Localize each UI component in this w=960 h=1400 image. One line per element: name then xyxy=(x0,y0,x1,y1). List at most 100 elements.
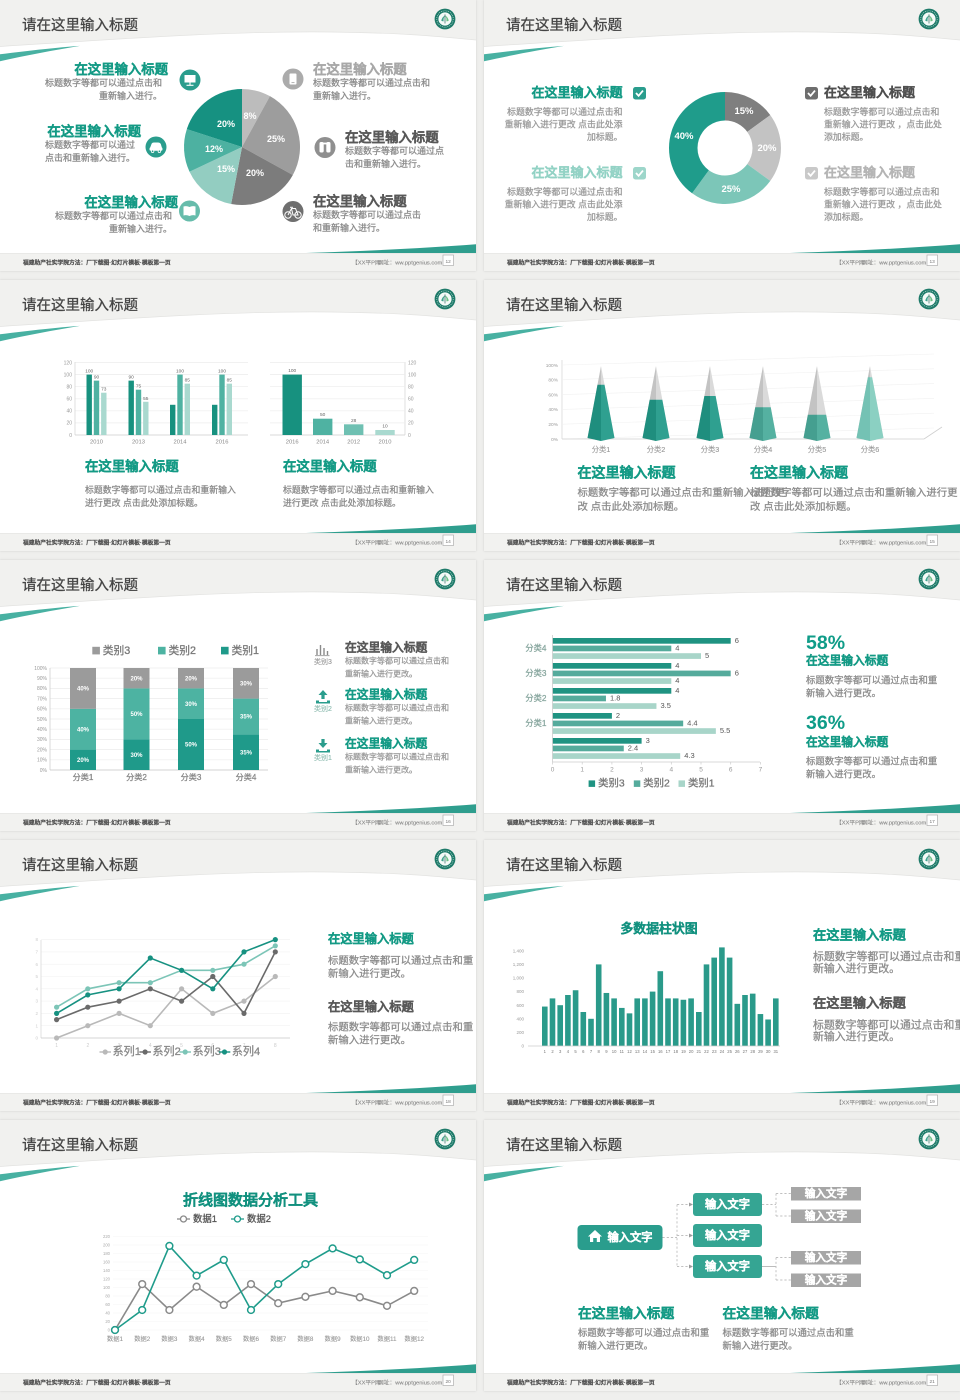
svg-text:新输入进行更改。: 新输入进行更改。 xyxy=(723,1340,798,1351)
svg-text:网址：ww.pptgenius.com: 网址：ww.pptgenius.com xyxy=(862,1379,926,1387)
svg-text:27: 27 xyxy=(743,1049,748,1054)
svg-text:在这里输入标题: 在这里输入标题 xyxy=(531,165,623,180)
svg-text:90: 90 xyxy=(94,375,100,381)
svg-text:标题数字等都可以通过点击和重新输入进行更: 标题数字等都可以通过点击和重新输入进行更 xyxy=(578,486,786,499)
svg-text:35%: 35% xyxy=(240,750,253,756)
svg-text:15%: 15% xyxy=(734,106,754,117)
svg-text:80%: 80% xyxy=(548,378,558,384)
svg-text:4: 4 xyxy=(35,986,38,991)
svg-text:7: 7 xyxy=(35,950,38,955)
svg-text:在这里输入标题: 在这里输入标题 xyxy=(47,123,141,139)
svg-text:0%: 0% xyxy=(551,437,559,443)
svg-text:类别1: 类别1 xyxy=(688,777,715,790)
svg-text:16: 16 xyxy=(446,819,452,825)
svg-text:3: 3 xyxy=(646,736,650,745)
svg-text:在这里输入标题: 在这里输入标题 xyxy=(824,85,916,100)
svg-text:25%: 25% xyxy=(267,134,285,144)
svg-text:标题数字等都可以通过点击和: 标题数字等都可以通过点击和 xyxy=(507,106,622,117)
svg-text:分类3: 分类3 xyxy=(701,445,720,454)
svg-text:分类3: 分类3 xyxy=(525,668,547,678)
svg-text:60%: 60% xyxy=(548,392,558,398)
svg-text:8%: 8% xyxy=(243,111,256,121)
svg-text:22: 22 xyxy=(704,1049,709,1054)
svg-text:输入文字: 输入文字 xyxy=(705,1259,750,1273)
svg-text:【XX平P网: 【XX平P网 xyxy=(836,1380,865,1387)
svg-text:输入文字: 输入文字 xyxy=(805,1209,848,1222)
svg-text:2010: 2010 xyxy=(90,440,103,446)
svg-text:数据8: 数据8 xyxy=(297,1334,313,1343)
svg-text:0: 0 xyxy=(408,433,411,439)
svg-text:5: 5 xyxy=(180,1043,183,1049)
svg-text:4: 4 xyxy=(675,644,679,653)
svg-text:90: 90 xyxy=(129,375,135,381)
svg-text:标题数字等都可以通过点击和重新输入: 标题数字等都可以通过点击和重新输入 xyxy=(85,484,236,495)
svg-text:6: 6 xyxy=(735,669,739,678)
svg-text:100%: 100% xyxy=(34,666,47,672)
svg-text:120: 120 xyxy=(408,360,417,366)
svg-text:在这里输入标题: 在这里输入标题 xyxy=(723,1305,820,1321)
svg-text:40%: 40% xyxy=(77,687,90,693)
svg-text:4: 4 xyxy=(149,1043,152,1049)
svg-text:20%: 20% xyxy=(548,422,558,428)
svg-text:0: 0 xyxy=(108,1328,111,1333)
svg-text:2014: 2014 xyxy=(174,440,188,446)
svg-text:10: 10 xyxy=(612,1049,617,1054)
svg-text:90%: 90% xyxy=(37,676,48,682)
svg-text:4.4: 4.4 xyxy=(687,719,697,728)
svg-text:重新输入进行更改。: 重新输入进行更改。 xyxy=(345,716,417,726)
svg-text:55: 55 xyxy=(143,396,149,402)
svg-text:标题数字等都可以通过点击和: 标题数字等都可以通过点击和 xyxy=(45,77,162,88)
svg-text:50: 50 xyxy=(320,412,326,418)
svg-text:31: 31 xyxy=(773,1049,778,1054)
svg-text:【XX平P网: 【XX平P网 xyxy=(352,260,381,267)
svg-text:20%: 20% xyxy=(77,758,90,764)
svg-text:在这里输入标题: 在这里输入标题 xyxy=(328,931,414,946)
svg-text:25%: 25% xyxy=(721,184,741,195)
svg-text:福建助产社实学院方法：厂下载图·幻灯片模板·模板第一页: 福建助产社实学院方法：厂下载图·幻灯片模板·模板第一页 xyxy=(506,1099,655,1107)
svg-text:改 点击此处添加标题。: 改 点击此处添加标题。 xyxy=(578,500,685,513)
svg-text:80: 80 xyxy=(66,384,72,390)
svg-text:标题数字等都可以通过点击和: 标题数字等都可以通过点击和 xyxy=(824,186,939,197)
svg-text:【XX平P网: 【XX平P网 xyxy=(352,540,381,547)
svg-text:20%: 20% xyxy=(130,676,143,682)
svg-text:数据1: 数据1 xyxy=(107,1334,123,1343)
svg-text:输入文字: 输入文字 xyxy=(705,1228,750,1242)
svg-text:7: 7 xyxy=(759,767,763,774)
svg-text:网址：ww.pptgenius.com: 网址：ww.pptgenius.com xyxy=(378,819,442,827)
svg-text:100: 100 xyxy=(64,372,73,378)
svg-text:20%: 20% xyxy=(37,747,48,753)
svg-text:100: 100 xyxy=(103,1285,111,1290)
svg-text:180: 180 xyxy=(103,1251,111,1256)
svg-text:30%: 30% xyxy=(130,753,143,759)
svg-text:20: 20 xyxy=(105,1319,110,1324)
svg-text:4: 4 xyxy=(567,1049,570,1054)
svg-text:【XX平P网: 【XX平P网 xyxy=(352,1380,381,1387)
svg-text:600: 600 xyxy=(516,1003,524,1008)
svg-text:6: 6 xyxy=(729,767,733,774)
svg-text:21: 21 xyxy=(696,1049,701,1054)
svg-text:标题数字等都可以通过点击和: 标题数字等都可以通过点击和 xyxy=(507,186,622,197)
svg-text:标题数字等都可以通过点击和重: 标题数字等都可以通过点击和重 xyxy=(578,1327,709,1338)
svg-text:30%: 30% xyxy=(185,702,198,708)
svg-text:在这里输入标题: 在这里输入标题 xyxy=(74,61,168,77)
svg-text:73: 73 xyxy=(101,387,107,393)
svg-text:40: 40 xyxy=(408,409,414,415)
svg-text:85: 85 xyxy=(185,378,191,384)
svg-text:29: 29 xyxy=(758,1049,763,1054)
svg-text:9: 9 xyxy=(605,1049,608,1054)
svg-text:输入文字: 输入文字 xyxy=(705,1197,750,1211)
svg-text:在这里输入标题: 在这里输入标题 xyxy=(345,688,427,702)
svg-text:标题数字等都可以通过点击和重: 标题数字等都可以通过点击和重 xyxy=(723,1327,854,1338)
svg-text:13: 13 xyxy=(635,1049,640,1054)
svg-text:14: 14 xyxy=(446,539,452,545)
svg-text:11: 11 xyxy=(620,1049,625,1054)
svg-text:福建助产社实学院方法：厂下载图·幻灯片模板·模板第一页: 福建助产社实学院方法：厂下载图·幻灯片模板·模板第一页 xyxy=(22,539,171,547)
svg-text:标题数字等都可以通过点击和重: 标题数字等都可以通过点击和重 xyxy=(806,675,937,686)
svg-text:数据5: 数据5 xyxy=(216,1334,232,1343)
svg-text:输入文字: 输入文字 xyxy=(805,1273,848,1286)
svg-text:0%: 0% xyxy=(40,768,48,774)
svg-text:7: 7 xyxy=(243,1043,246,1049)
svg-text:1: 1 xyxy=(544,1049,547,1054)
svg-text:3: 3 xyxy=(118,1043,121,1049)
svg-text:12: 12 xyxy=(627,1049,632,1054)
